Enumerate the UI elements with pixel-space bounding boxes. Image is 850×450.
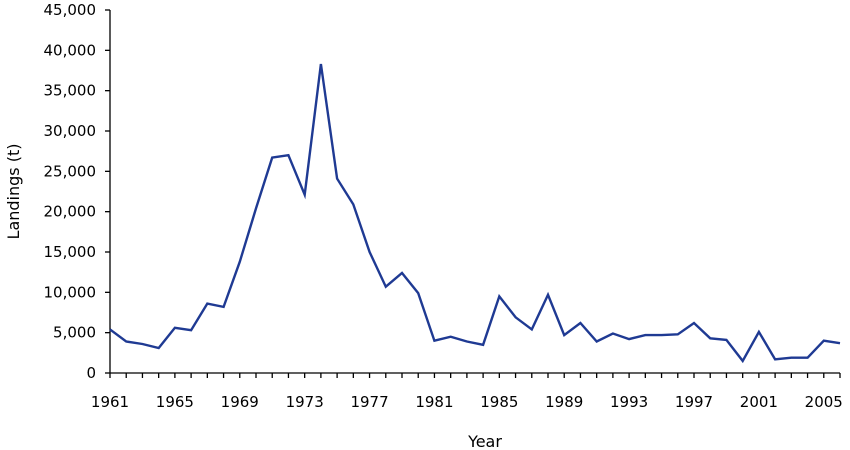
y-tick-label: 10,000 xyxy=(44,283,97,301)
x-tick-label: 2005 xyxy=(805,393,843,411)
landings-series-line xyxy=(109,63,841,364)
x-tick-label: 2001 xyxy=(740,393,778,411)
y-axis-title: Landings (t) xyxy=(4,144,23,240)
y-tick-label: 0 xyxy=(86,364,96,382)
y-tick-label: 40,000 xyxy=(44,41,97,59)
y-tick-label: 45,000 xyxy=(44,1,97,19)
y-tick-label: 5,000 xyxy=(53,324,96,342)
x-tick-label: 1985 xyxy=(480,393,518,411)
y-tick-label: 25,000 xyxy=(44,162,97,180)
x-tick-label: 1989 xyxy=(545,393,583,411)
x-axis-ticks: 1961 1965 1969 1973 1977 1981 1985 1989 1993 1997… xyxy=(91,373,843,411)
x-axis-title: Year xyxy=(467,432,502,450)
x-tick-label: 1969 xyxy=(221,393,259,411)
x-tick-label: 1965 xyxy=(156,393,194,411)
y-tick-label: 20,000 xyxy=(44,203,97,221)
y-tick-label: 15,000 xyxy=(44,243,97,261)
y-tick-label: 35,000 xyxy=(44,82,97,100)
x-tick-label: 1997 xyxy=(675,393,713,411)
y-axis-ticks: 0 5,000 10,000 15,000 20,000 25,000 30,000 35,0… xyxy=(44,1,110,382)
x-tick-label: 1973 xyxy=(286,393,324,411)
x-tick-label: 1993 xyxy=(610,393,648,411)
x-tick-label: 1961 xyxy=(91,393,129,411)
chart-axes xyxy=(109,10,840,374)
x-tick-label: 1981 xyxy=(415,393,453,411)
x-tick-label: 1977 xyxy=(350,393,388,411)
y-tick-label: 30,000 xyxy=(44,122,97,140)
